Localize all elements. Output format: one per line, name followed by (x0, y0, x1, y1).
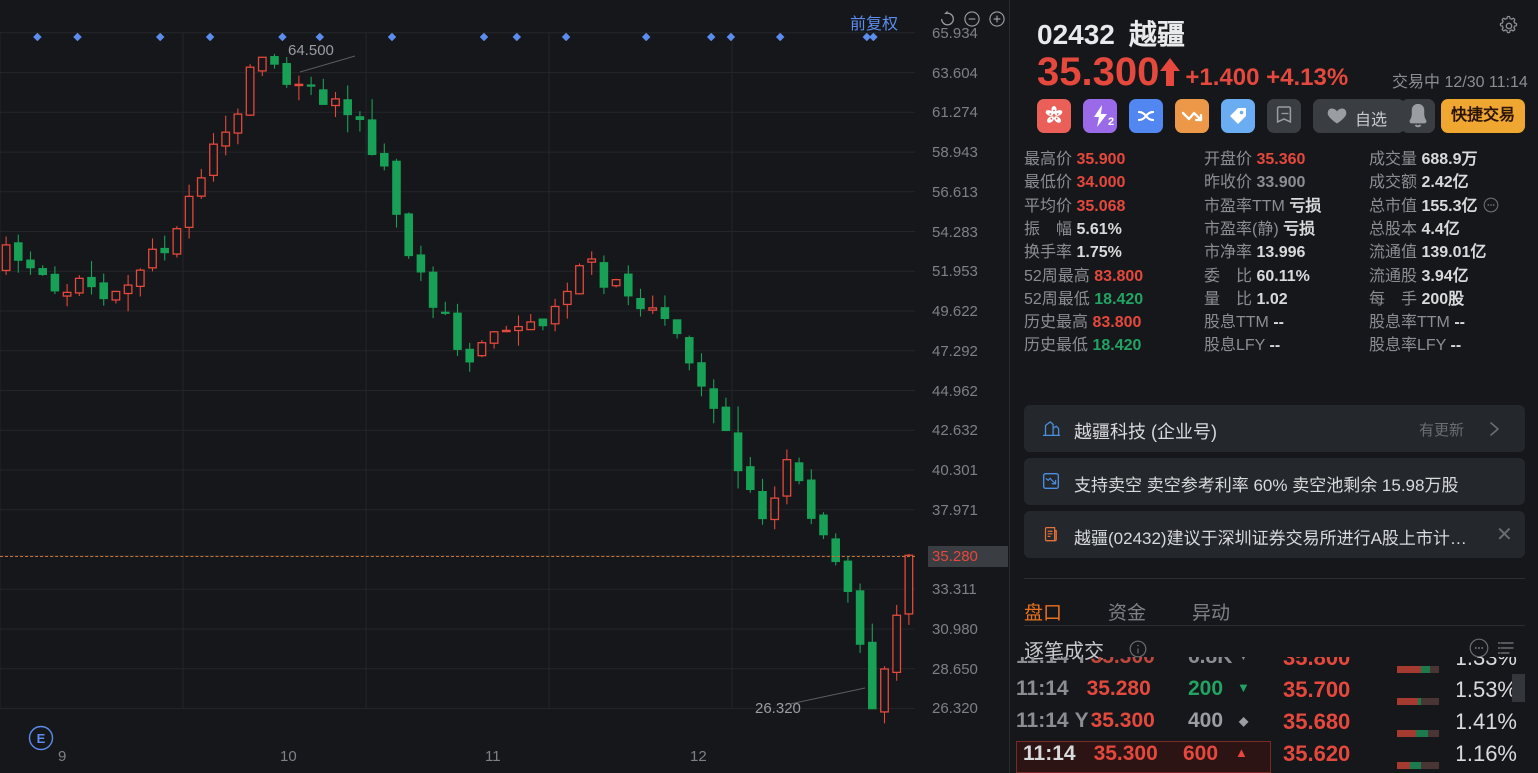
svg-text:E: E (37, 731, 46, 746)
svg-text:2: 2 (1108, 116, 1114, 128)
